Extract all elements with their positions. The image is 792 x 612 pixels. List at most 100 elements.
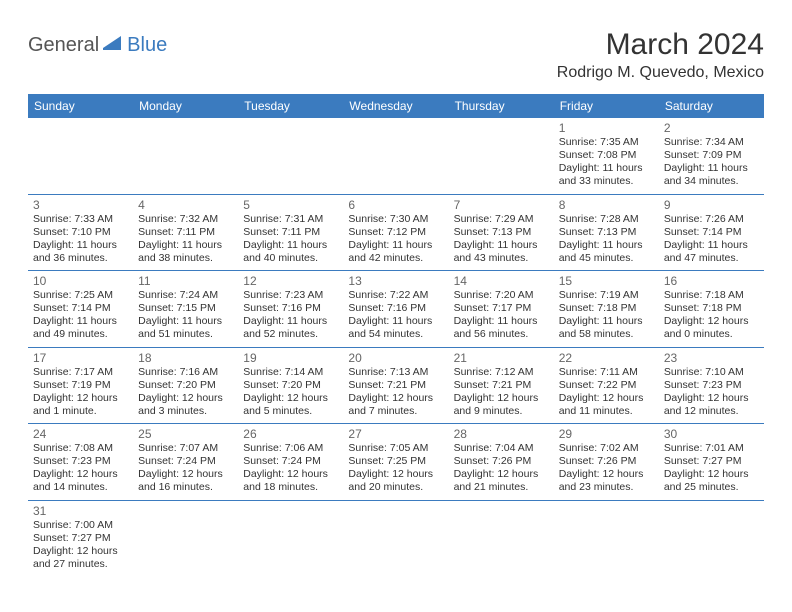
- daylight-line: and 11 minutes.: [559, 405, 654, 418]
- sunrise-line: Sunrise: 7:28 AM: [559, 213, 654, 226]
- daylight-line: and 18 minutes.: [243, 481, 338, 494]
- calendar-week: 1Sunrise: 7:35 AMSunset: 7:08 PMDaylight…: [28, 118, 764, 194]
- sunset-line: Sunset: 7:14 PM: [664, 226, 759, 239]
- daylight-line: and 36 minutes.: [33, 252, 128, 265]
- calendar-day: 4Sunrise: 7:32 AMSunset: 7:11 PMDaylight…: [133, 194, 238, 271]
- calendar-empty: [238, 118, 343, 194]
- daylight-line: Daylight: 11 hours: [664, 239, 759, 252]
- day-number: 23: [664, 351, 759, 365]
- sunset-line: Sunset: 7:11 PM: [243, 226, 338, 239]
- logo: General Blue: [28, 28, 167, 57]
- weekday-header: Friday: [554, 94, 659, 118]
- daylight-line: Daylight: 12 hours: [33, 468, 128, 481]
- calendar-day: 9Sunrise: 7:26 AMSunset: 7:14 PMDaylight…: [659, 194, 764, 271]
- daylight-line: and 9 minutes.: [454, 405, 549, 418]
- daylight-line: Daylight: 11 hours: [33, 315, 128, 328]
- daylight-line: Daylight: 12 hours: [454, 392, 549, 405]
- sunrise-line: Sunrise: 7:34 AM: [664, 136, 759, 149]
- calendar-day: 25Sunrise: 7:07 AMSunset: 7:24 PMDayligh…: [133, 424, 238, 501]
- sunrise-line: Sunrise: 7:25 AM: [33, 289, 128, 302]
- day-number: 15: [559, 274, 654, 288]
- sunrise-line: Sunrise: 7:11 AM: [559, 366, 654, 379]
- daylight-line: and 20 minutes.: [348, 481, 443, 494]
- sunset-line: Sunset: 7:27 PM: [33, 532, 128, 545]
- daylight-line: Daylight: 11 hours: [243, 315, 338, 328]
- daylight-line: Daylight: 12 hours: [664, 468, 759, 481]
- sunset-line: Sunset: 7:20 PM: [243, 379, 338, 392]
- daylight-line: Daylight: 11 hours: [454, 315, 549, 328]
- day-number: 3: [33, 198, 128, 212]
- daylight-line: Daylight: 12 hours: [33, 392, 128, 405]
- daylight-line: and 54 minutes.: [348, 328, 443, 341]
- sunset-line: Sunset: 7:20 PM: [138, 379, 233, 392]
- daylight-line: and 14 minutes.: [33, 481, 128, 494]
- calendar-day: 2Sunrise: 7:34 AMSunset: 7:09 PMDaylight…: [659, 118, 764, 194]
- daylight-line: and 16 minutes.: [138, 481, 233, 494]
- day-number: 9: [664, 198, 759, 212]
- sunrise-line: Sunrise: 7:16 AM: [138, 366, 233, 379]
- sunrise-line: Sunrise: 7:17 AM: [33, 366, 128, 379]
- calendar-empty: [133, 118, 238, 194]
- day-number: 7: [454, 198, 549, 212]
- calendar-day: 12Sunrise: 7:23 AMSunset: 7:16 PMDayligh…: [238, 271, 343, 348]
- sunrise-line: Sunrise: 7:30 AM: [348, 213, 443, 226]
- calendar-day: 11Sunrise: 7:24 AMSunset: 7:15 PMDayligh…: [133, 271, 238, 348]
- calendar-day: 3Sunrise: 7:33 AMSunset: 7:10 PMDaylight…: [28, 194, 133, 271]
- daylight-line: Daylight: 11 hours: [33, 239, 128, 252]
- calendar-day: 23Sunrise: 7:10 AMSunset: 7:23 PMDayligh…: [659, 347, 764, 424]
- sunrise-line: Sunrise: 7:05 AM: [348, 442, 443, 455]
- calendar-empty: [343, 118, 448, 194]
- daylight-line: Daylight: 12 hours: [559, 468, 654, 481]
- daylight-line: and 27 minutes.: [33, 558, 128, 571]
- daylight-line: Daylight: 11 hours: [348, 315, 443, 328]
- sunrise-line: Sunrise: 7:04 AM: [454, 442, 549, 455]
- daylight-line: Daylight: 12 hours: [664, 315, 759, 328]
- sunset-line: Sunset: 7:26 PM: [454, 455, 549, 468]
- calendar-day: 28Sunrise: 7:04 AMSunset: 7:26 PMDayligh…: [449, 424, 554, 501]
- calendar-week: 3Sunrise: 7:33 AMSunset: 7:10 PMDaylight…: [28, 194, 764, 271]
- sunrise-line: Sunrise: 7:07 AM: [138, 442, 233, 455]
- sunset-line: Sunset: 7:16 PM: [243, 302, 338, 315]
- weekday-header: Thursday: [449, 94, 554, 118]
- calendar-day: 1Sunrise: 7:35 AMSunset: 7:08 PMDaylight…: [554, 118, 659, 194]
- sunset-line: Sunset: 7:21 PM: [454, 379, 549, 392]
- sunrise-line: Sunrise: 7:35 AM: [559, 136, 654, 149]
- sunset-line: Sunset: 7:08 PM: [559, 149, 654, 162]
- flag-icon: [103, 34, 125, 57]
- daylight-line: and 23 minutes.: [559, 481, 654, 494]
- day-number: 8: [559, 198, 654, 212]
- calendar-day: 27Sunrise: 7:05 AMSunset: 7:25 PMDayligh…: [343, 424, 448, 501]
- calendar-week: 24Sunrise: 7:08 AMSunset: 7:23 PMDayligh…: [28, 424, 764, 501]
- calendar-empty: [238, 500, 343, 576]
- sunset-line: Sunset: 7:24 PM: [243, 455, 338, 468]
- sunset-line: Sunset: 7:13 PM: [454, 226, 549, 239]
- day-number: 4: [138, 198, 233, 212]
- weekday-header: Monday: [133, 94, 238, 118]
- calendar-day: 8Sunrise: 7:28 AMSunset: 7:13 PMDaylight…: [554, 194, 659, 271]
- calendar-empty: [343, 500, 448, 576]
- logo-text-general: General: [28, 34, 99, 57]
- daylight-line: Daylight: 12 hours: [138, 392, 233, 405]
- daylight-line: and 3 minutes.: [138, 405, 233, 418]
- daylight-line: Daylight: 11 hours: [243, 239, 338, 252]
- calendar-day: 21Sunrise: 7:12 AMSunset: 7:21 PMDayligh…: [449, 347, 554, 424]
- sunrise-line: Sunrise: 7:26 AM: [664, 213, 759, 226]
- sunrise-line: Sunrise: 7:19 AM: [559, 289, 654, 302]
- sunrise-line: Sunrise: 7:13 AM: [348, 366, 443, 379]
- calendar-day: 17Sunrise: 7:17 AMSunset: 7:19 PMDayligh…: [28, 347, 133, 424]
- calendar-week: 17Sunrise: 7:17 AMSunset: 7:19 PMDayligh…: [28, 347, 764, 424]
- daylight-line: and 58 minutes.: [559, 328, 654, 341]
- daylight-line: and 43 minutes.: [454, 252, 549, 265]
- sunrise-line: Sunrise: 7:18 AM: [664, 289, 759, 302]
- day-number: 17: [33, 351, 128, 365]
- calendar-week: 10Sunrise: 7:25 AMSunset: 7:14 PMDayligh…: [28, 271, 764, 348]
- day-number: 10: [33, 274, 128, 288]
- calendar-empty: [659, 500, 764, 576]
- sunset-line: Sunset: 7:14 PM: [33, 302, 128, 315]
- daylight-line: Daylight: 12 hours: [664, 392, 759, 405]
- daylight-line: and 0 minutes.: [664, 328, 759, 341]
- day-number: 25: [138, 427, 233, 441]
- sunrise-line: Sunrise: 7:33 AM: [33, 213, 128, 226]
- daylight-line: Daylight: 12 hours: [348, 468, 443, 481]
- sunset-line: Sunset: 7:19 PM: [33, 379, 128, 392]
